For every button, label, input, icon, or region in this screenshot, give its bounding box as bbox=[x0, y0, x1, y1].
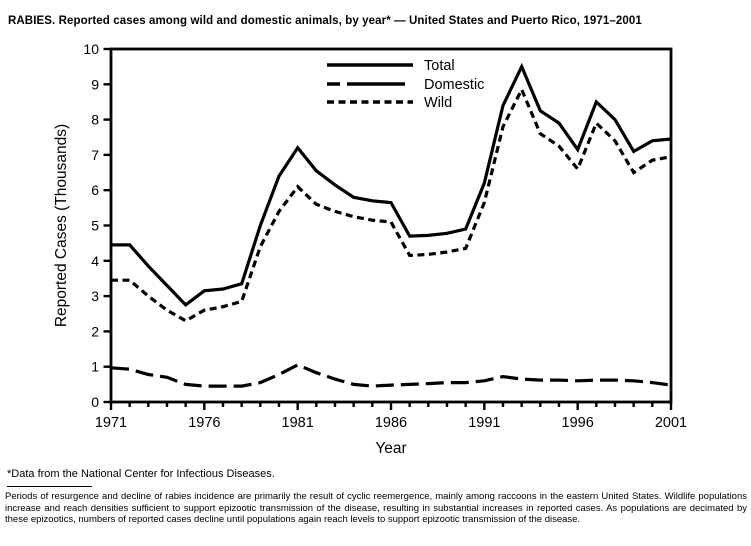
y-tick-label: 4 bbox=[91, 253, 99, 269]
series-total-line bbox=[111, 62, 672, 308]
y-tick-label: 1 bbox=[91, 359, 99, 375]
y-tick-label: 0 bbox=[91, 394, 99, 410]
y-axis-title: Reported Cases (Thousands) bbox=[53, 124, 70, 327]
x-tick-label: 1981 bbox=[282, 415, 314, 431]
series-wild-line bbox=[111, 85, 672, 323]
x-tick-label: 1996 bbox=[562, 415, 594, 431]
footnote: *Data from the National Center for Infec… bbox=[7, 468, 275, 480]
y-tick-label: 5 bbox=[91, 218, 99, 234]
legend: Total Domestic Wild bbox=[327, 58, 484, 111]
legend-label-domestic: Domestic bbox=[424, 77, 484, 93]
series-domestic-line bbox=[110, 363, 672, 388]
x-tick-label: 1986 bbox=[375, 415, 407, 431]
x-tick-label: 1971 bbox=[95, 415, 127, 431]
note-paragraph: Periods of resurgence and decline of rab… bbox=[5, 491, 747, 526]
x-axis: 1971 1976 1981 1986 1991 1996 2001 bbox=[95, 402, 687, 431]
y-tick-label: 7 bbox=[91, 147, 99, 163]
x-tick-label: 1976 bbox=[188, 415, 220, 431]
y-tick-label: 2 bbox=[91, 323, 99, 339]
figure-title: RABIES. Reported cases among wild and do… bbox=[8, 15, 642, 27]
legend-label-total: Total bbox=[424, 58, 455, 74]
x-axis-title: Year bbox=[375, 440, 406, 457]
y-tick-label: 10 bbox=[83, 41, 99, 57]
y-tick-label: 9 bbox=[91, 76, 99, 92]
y-tick-label: 6 bbox=[91, 182, 99, 198]
x-tick-label: 1991 bbox=[468, 415, 500, 431]
y-axis: 0 1 2 3 4 5 6 7 8 9 10 bbox=[83, 41, 111, 410]
x-tick-label: 2001 bbox=[655, 415, 687, 431]
y-tick-label: 8 bbox=[91, 112, 99, 128]
separator-line bbox=[7, 486, 92, 487]
legend-label-wild: Wild bbox=[424, 95, 452, 111]
y-tick-label: 3 bbox=[91, 288, 99, 304]
